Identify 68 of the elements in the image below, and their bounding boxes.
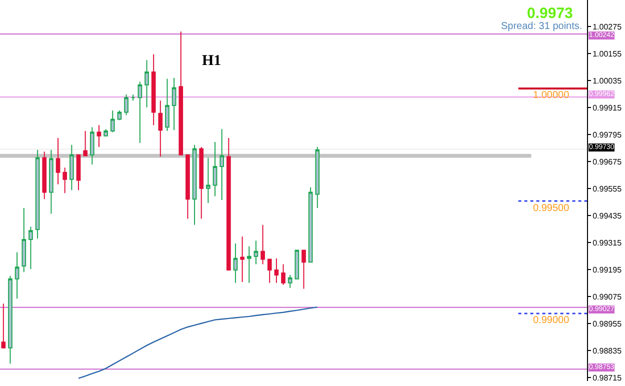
- candlestick: [49, 149, 54, 214]
- candlestick: [35, 149, 40, 240]
- candlestick: [90, 126, 94, 166]
- candlestick: [117, 110, 122, 121]
- line-series: [78, 306, 318, 379]
- candlestick: [315, 146, 320, 208]
- candlestick: [22, 207, 26, 273]
- candlestick: [104, 128, 108, 136]
- candlestick: [28, 226, 33, 270]
- candlestick: [124, 94, 128, 116]
- y-tick-label: 0.98715: [592, 373, 622, 382]
- candlestick: [302, 250, 306, 290]
- candlestick: [220, 128, 224, 201]
- candlestick: [192, 144, 197, 226]
- ref-line-label: 0.99500: [533, 203, 570, 214]
- candlestick: [138, 81, 142, 144]
- candlestick: [83, 130, 88, 156]
- candlestick: [178, 31, 184, 156]
- candlestick: [42, 151, 47, 200]
- y-tick-label: 0.98955: [592, 319, 622, 328]
- candlestick: [199, 146, 204, 220]
- candlestick: [267, 258, 272, 284]
- candlestick: [206, 157, 210, 204]
- candlestick: [14, 252, 20, 300]
- y-tick-label: 1.00275: [592, 22, 622, 32]
- y-tick-label: 0.99795: [592, 130, 622, 140]
- candlestick: [294, 250, 300, 280]
- candlestick: [70, 144, 74, 191]
- ref-line-label: 0.99000: [533, 315, 570, 326]
- candlestick: [246, 246, 252, 284]
- candlestick: [1, 303, 6, 348]
- y-tick-label: 0.98835: [592, 346, 622, 356]
- annotation: Spread: 31 points.: [501, 21, 582, 32]
- candlestick: [56, 137, 60, 185]
- candlestick: [62, 167, 68, 194]
- candlestick: [226, 137, 231, 271]
- y-tick-label: 1.00035: [592, 76, 622, 86]
- candlestick: [151, 54, 156, 126]
- candlestick: [130, 94, 136, 102]
- y-tick-label: 0.99075: [592, 292, 622, 302]
- annotation: H1: [202, 53, 222, 69]
- ref-line-label: 1.00000: [533, 90, 570, 101]
- candlestick: [212, 142, 218, 197]
- candlestick: [254, 240, 258, 265]
- candlestick: [308, 186, 313, 263]
- y-tick-label: 0.99915: [592, 103, 622, 112]
- candlestick: [260, 224, 265, 265]
- y-tick-label: 0.99435: [592, 211, 622, 220]
- candlestick: [186, 154, 190, 220]
- candlestick: [8, 275, 12, 364]
- candlestick: [110, 110, 115, 133]
- candlestick: [172, 77, 176, 131]
- candlestick: [144, 60, 149, 108]
- annotation: 0.9973: [527, 5, 573, 22]
- candlestick: [288, 274, 292, 288]
- candlestick: [281, 264, 286, 286]
- candlestick: [240, 236, 244, 282]
- y-tick-label: 0.99195: [592, 265, 622, 274]
- candlestick: [76, 154, 81, 191]
- candlestick: [96, 124, 102, 148]
- y-tick-label: 1.00155: [592, 49, 622, 58]
- y-tick-label: 0.99555: [592, 184, 622, 194]
- y-tick-label: 0.99315: [592, 238, 622, 248]
- candlestick: [158, 100, 163, 158]
- candlestick: [165, 78, 170, 132]
- y-tick-label: 0.99675: [592, 157, 622, 166]
- candlestick: [274, 258, 279, 284]
- candlestick: [233, 243, 238, 284]
